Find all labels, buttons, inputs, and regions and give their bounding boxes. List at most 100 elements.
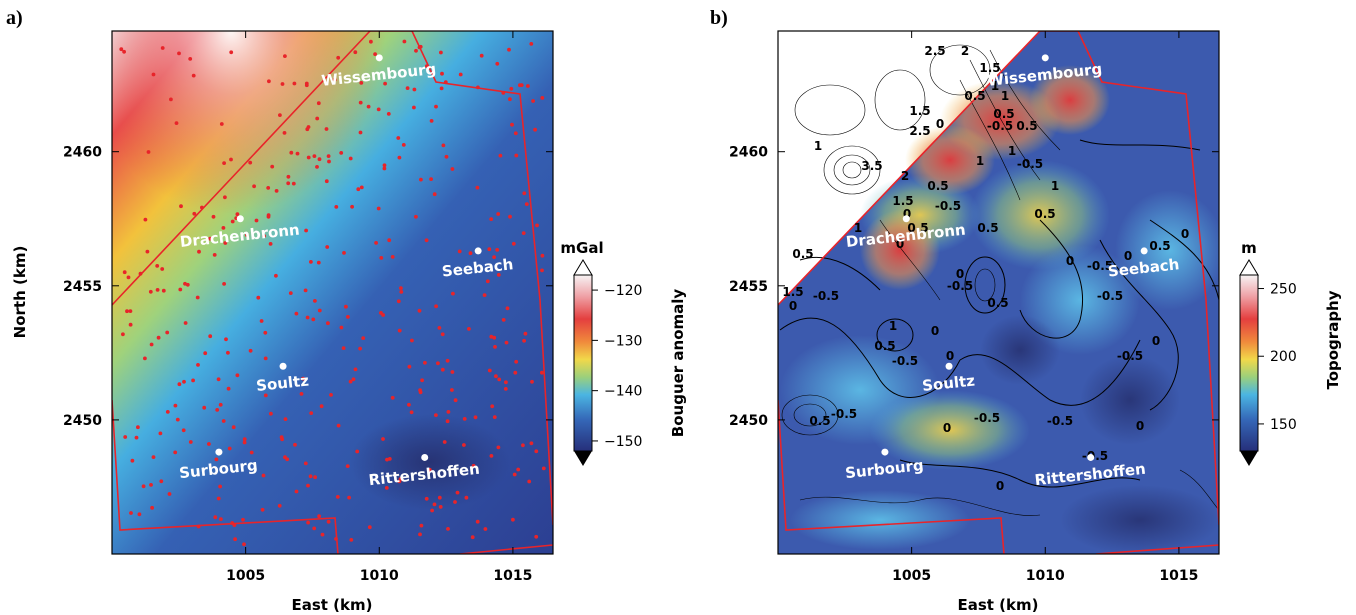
contour-label: 2	[901, 169, 909, 183]
station-dot	[432, 192, 437, 197]
station-dot	[226, 386, 231, 391]
station-dot	[274, 273, 278, 278]
station-dot	[359, 81, 364, 85]
station-dot	[540, 253, 545, 258]
contour-label: -0.5	[1082, 449, 1108, 463]
contour-label: 0.5	[977, 221, 998, 235]
station-dot	[224, 337, 228, 342]
contour-label: 0.5	[927, 179, 948, 193]
contour-label: -0.5	[1087, 259, 1113, 273]
station-dot	[495, 61, 500, 66]
contour-label: 0	[789, 299, 797, 313]
station-dot	[254, 218, 259, 223]
station-dot	[494, 374, 498, 379]
panel-b-map: 2.5 21.510.5 1-0.501.52.50.513.521.500.5-0…	[778, 31, 1219, 554]
station-dot	[291, 181, 296, 186]
station-dot	[440, 71, 444, 76]
station-dot	[540, 370, 544, 375]
station-dot	[419, 523, 424, 528]
station-dot	[177, 51, 181, 56]
boundary-line	[1040, 31, 1219, 526]
station-dot	[129, 511, 133, 515]
contour-label: 1.5	[892, 194, 913, 208]
station-dot	[269, 411, 273, 416]
station-dot	[533, 127, 537, 132]
station-dot	[349, 538, 354, 542]
panel-a: a) WissembourgDrachenbronnSeebachSoultzS…	[6, 7, 554, 614]
station-dot	[516, 467, 521, 472]
colorbar-tick-label: 200	[1270, 349, 1297, 365]
contour-label: -0.5	[974, 411, 1000, 425]
station-dot	[439, 86, 444, 91]
station-dot	[308, 474, 313, 479]
station-dot	[149, 342, 154, 347]
station-dot	[230, 219, 235, 224]
station-dot	[167, 492, 172, 496]
station-dot	[197, 249, 201, 254]
station-dot	[353, 50, 358, 55]
station-dot	[496, 273, 501, 277]
station-dot	[332, 77, 337, 82]
station-dot	[334, 205, 339, 209]
station-dot	[160, 46, 165, 50]
station-dot	[315, 165, 319, 169]
station-dot	[353, 367, 358, 372]
contour-label: 0	[903, 207, 911, 221]
station-dot	[136, 425, 140, 430]
city-marker	[375, 54, 383, 62]
x-tick-label: 1015	[1159, 568, 1198, 584]
station-dot	[293, 442, 297, 447]
station-dot	[522, 191, 527, 196]
station-dot	[208, 334, 213, 339]
station-dot	[226, 350, 230, 355]
station-dot	[183, 321, 188, 325]
station-dot	[434, 304, 438, 309]
station-dot	[303, 288, 308, 293]
station-dot	[423, 360, 427, 365]
city-marker	[1140, 247, 1148, 255]
station-dot	[436, 361, 440, 366]
contour-label: 0	[1136, 419, 1144, 433]
station-dot	[304, 81, 309, 86]
station-dot	[214, 457, 219, 462]
city-marker	[474, 247, 482, 255]
station-dot	[346, 315, 350, 319]
station-dot	[490, 404, 495, 409]
station-dot	[529, 42, 534, 46]
station-dot	[390, 395, 395, 400]
station-dot	[178, 287, 183, 292]
station-dot	[169, 97, 173, 102]
station-dot	[306, 483, 310, 488]
contour-label: 0.5	[1149, 239, 1170, 253]
station-dot	[211, 214, 216, 219]
station-dot	[348, 156, 353, 161]
station-dot	[326, 321, 330, 326]
contour-label: 1	[1051, 179, 1059, 193]
colorbar-tick-label: −150	[604, 434, 642, 450]
station-dot	[216, 496, 221, 501]
station-dot	[301, 376, 305, 381]
contour-label: 1	[976, 154, 984, 168]
station-dot	[412, 87, 417, 92]
station-dot	[294, 489, 299, 494]
station-dot	[351, 377, 356, 382]
contour-label: 1	[991, 79, 999, 93]
station-dot	[151, 72, 156, 77]
station-dot	[283, 54, 287, 58]
station-dot	[514, 153, 519, 158]
station-dot	[173, 450, 178, 455]
station-dot	[462, 443, 466, 447]
x-axis-label: East (km)	[957, 596, 1038, 614]
station-dot	[196, 524, 201, 529]
colorbar-bottom-triangle	[574, 451, 592, 466]
city-marker	[279, 362, 287, 370]
station-dot	[149, 483, 153, 487]
colorbar-scale	[1239, 274, 1259, 452]
station-dot	[424, 496, 429, 501]
station-dot	[497, 377, 502, 382]
station-dot	[410, 338, 414, 343]
station-dot	[173, 403, 178, 408]
station-dot	[315, 116, 320, 121]
contour-label: -0.5	[935, 199, 961, 213]
